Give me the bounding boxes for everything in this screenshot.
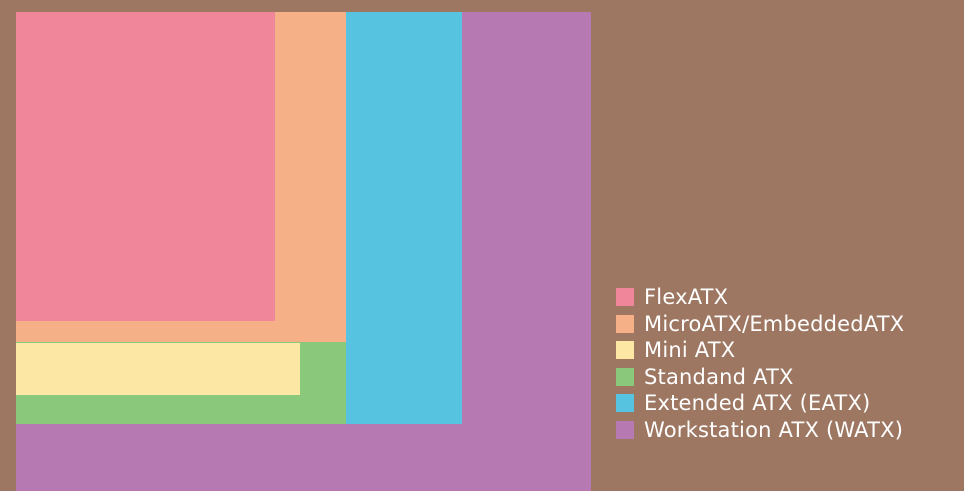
legend-swatch: [616, 394, 634, 413]
legend-label: Workstation ATX (WATX): [644, 417, 904, 442]
legend-item-flexatx: FlexATX: [616, 284, 904, 311]
legend-item-microatx: MicroATX/EmbeddedATX: [616, 311, 904, 338]
legend-swatch: [616, 367, 634, 386]
legend-label: Mini ATX: [644, 338, 736, 363]
legend-swatch: [616, 288, 634, 307]
legend-item-workstation-atx: Workstation ATX (WATX): [616, 417, 904, 444]
board-mini-atx: [16, 343, 300, 395]
legend-swatch: [616, 420, 634, 439]
legend-swatch: [616, 341, 634, 360]
legend-swatch: [616, 314, 634, 333]
legend-label: MicroATX/EmbeddedATX: [644, 311, 905, 336]
legend-item-standard-atx: Standand ATX: [616, 364, 904, 391]
legend-item-mini-atx: Mini ATX: [616, 337, 904, 364]
legend-label: Standand ATX: [644, 364, 794, 389]
legend: FlexATX MicroATX/EmbeddedATX Mini ATX St…: [616, 284, 904, 443]
legend-label: Extended ATX (EATX): [644, 391, 871, 416]
legend-item-extended-atx: Extended ATX (EATX): [616, 390, 904, 417]
board-flexatx: [16, 12, 275, 321]
legend-label: FlexATX: [644, 285, 729, 310]
